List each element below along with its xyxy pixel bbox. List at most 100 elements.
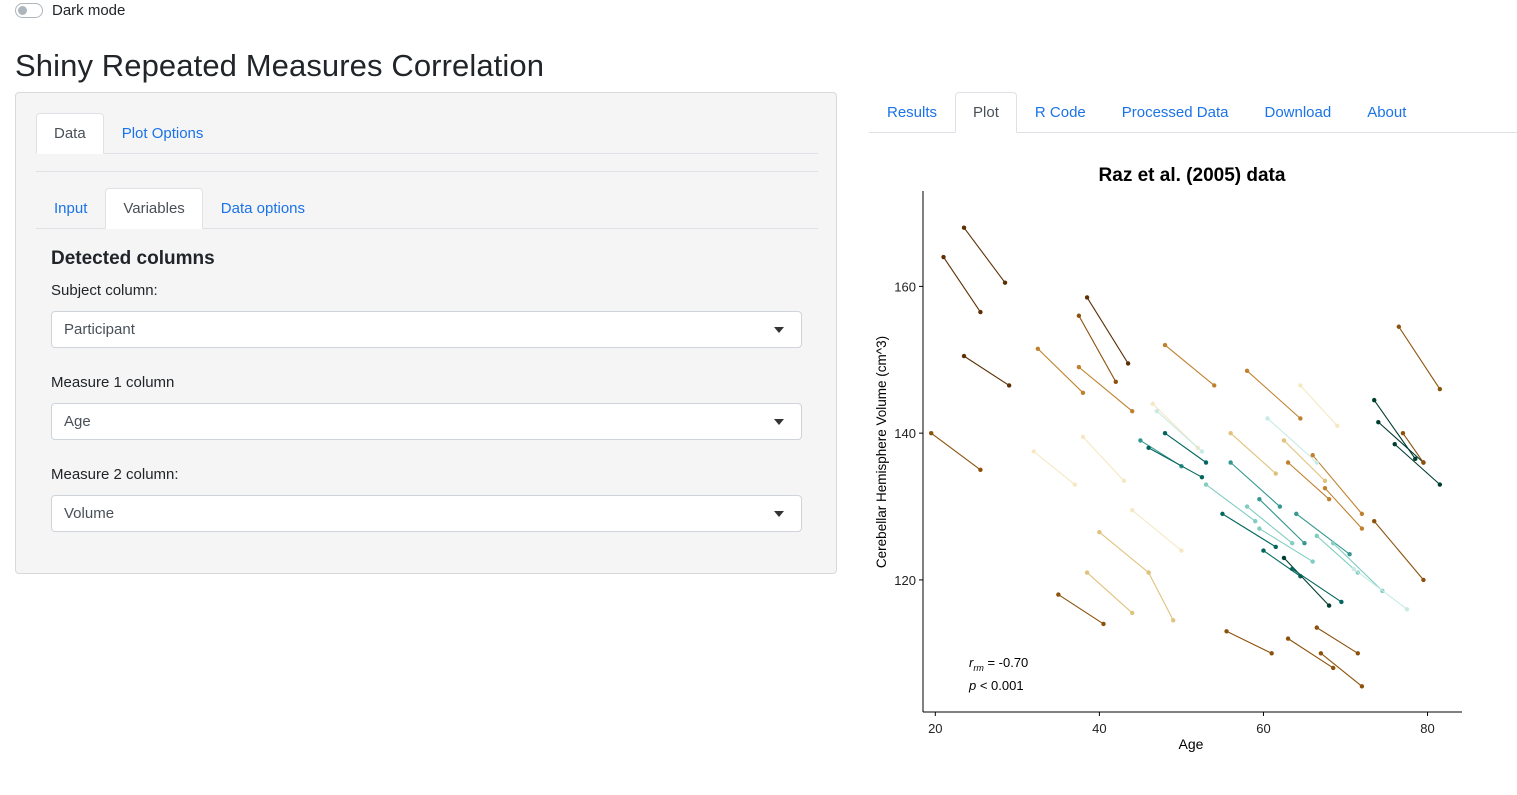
subject-point [1080, 434, 1086, 440]
tab-data-options[interactable]: Data options [220, 200, 306, 217]
tab-processed-data[interactable]: Processed Data [1121, 104, 1229, 121]
measure1-column-label: Measure 1 column [51, 374, 175, 391]
subject-series [1310, 452, 1365, 517]
subject-point [1281, 438, 1287, 443]
chevron-down-icon [774, 327, 784, 333]
subject-point [1084, 570, 1090, 575]
subject-fit-line [1164, 432, 1207, 463]
tab-plot[interactable]: Plot [955, 92, 1017, 133]
subject-series [1294, 511, 1352, 557]
subject-series [1146, 445, 1205, 480]
subject-series [1396, 324, 1443, 392]
subject-series [1084, 295, 1131, 366]
subject-point [1080, 390, 1086, 395]
subject-point [1437, 482, 1443, 487]
subject-point [1224, 629, 1229, 634]
tab-results[interactable]: Results [887, 104, 938, 121]
subject-point [1421, 577, 1426, 583]
subject-fit-line [1316, 627, 1359, 654]
page-title: Shiny Repeated Measures Correlation [15, 48, 545, 83]
subject-series [1376, 419, 1426, 465]
subject-point [1101, 621, 1106, 627]
subject-point [1314, 460, 1319, 465]
subject-point [1203, 460, 1209, 465]
subject-fit-line [1353, 568, 1408, 610]
measure1-column-select[interactable]: Age [51, 403, 802, 440]
subject-point [978, 309, 983, 315]
subject-fit-line [1164, 344, 1215, 386]
subject-point [1162, 342, 1168, 348]
subject-point [1421, 460, 1426, 465]
section-divider [36, 171, 818, 172]
subject-point [1253, 519, 1258, 524]
outer-tabs: Data Plot Options [36, 113, 818, 154]
subject-point [1056, 592, 1061, 597]
subject-fit-line [1258, 498, 1305, 544]
y-axis-label: Cerebellar Hemisphere Volume (cm^3) [874, 336, 889, 568]
subject-fit-line [1099, 531, 1149, 574]
subject-fit-line [1287, 638, 1334, 669]
dark-mode-toggle[interactable]: Dark mode [15, 2, 125, 19]
p-annotation: p < 0.001 [968, 678, 1024, 693]
subject-series [1400, 430, 1426, 465]
subject-series [1084, 570, 1135, 616]
subject-point [1031, 449, 1036, 454]
subject-point [1289, 566, 1295, 572]
subject-point [1076, 364, 1082, 370]
subject-series [1257, 496, 1307, 546]
subject-point [1339, 599, 1344, 605]
dark-mode-switch[interactable] [15, 3, 43, 18]
tab-variables[interactable]: Variables [105, 188, 203, 229]
subject-fit-line [1377, 421, 1424, 463]
subject-point [1289, 541, 1295, 546]
subject-point [1076, 313, 1082, 318]
subject-point [978, 467, 983, 473]
subject-series [1228, 430, 1278, 476]
subject-fit-line [1078, 366, 1133, 412]
tab-about[interactable]: About [1367, 104, 1407, 121]
subject-point [1130, 408, 1135, 414]
subject-point [1326, 496, 1332, 502]
subject-series [1285, 636, 1336, 671]
chevron-down-icon [774, 419, 784, 425]
subject-fit-line [1295, 513, 1350, 555]
subject-point [1212, 383, 1217, 388]
subject-fit-line [1246, 370, 1301, 419]
measure2-column-select[interactable]: Volume [51, 495, 802, 532]
subject-point [1150, 401, 1155, 407]
subject-point [1318, 651, 1324, 656]
x-axis-label: Age [1179, 736, 1204, 752]
subject-column-label: Subject column: [51, 282, 158, 299]
rrm-annotation: rrm = -0.70 [969, 655, 1028, 673]
subject-point [1199, 449, 1205, 454]
subject-column-select[interactable]: Participant [51, 311, 802, 348]
subject-fit-line [1316, 535, 1359, 573]
subject-point [1162, 430, 1168, 436]
y-tick-label: 120 [894, 573, 916, 588]
subject-series [1265, 416, 1319, 465]
subject-point [1257, 526, 1262, 531]
subject-fit-line [930, 432, 981, 471]
tab-input[interactable]: Input [54, 200, 88, 217]
subject-point [1322, 485, 1328, 491]
subject-fit-line [963, 227, 1006, 284]
tab-r-code[interactable]: R Code [1034, 104, 1086, 121]
subject-fit-line [943, 256, 981, 313]
subject-series [1035, 346, 1086, 395]
subject-point [1125, 361, 1131, 366]
subject-point [1392, 441, 1397, 447]
subject-series [1281, 438, 1328, 484]
subject-series [1031, 449, 1077, 487]
tab-data[interactable]: Data [36, 113, 104, 154]
subject-point [1330, 665, 1336, 671]
tab-plot-options[interactable]: Plot Options [121, 125, 204, 142]
subject-point [1269, 651, 1274, 656]
subject-series [1076, 364, 1135, 414]
subject-point [1228, 430, 1233, 436]
subject-point [941, 254, 946, 260]
subject-series [1322, 485, 1365, 531]
tab-download[interactable]: Download [1264, 104, 1332, 121]
subject-series [1257, 526, 1315, 564]
x-tick-label: 20 [928, 721, 942, 736]
subject-point [1404, 607, 1410, 612]
